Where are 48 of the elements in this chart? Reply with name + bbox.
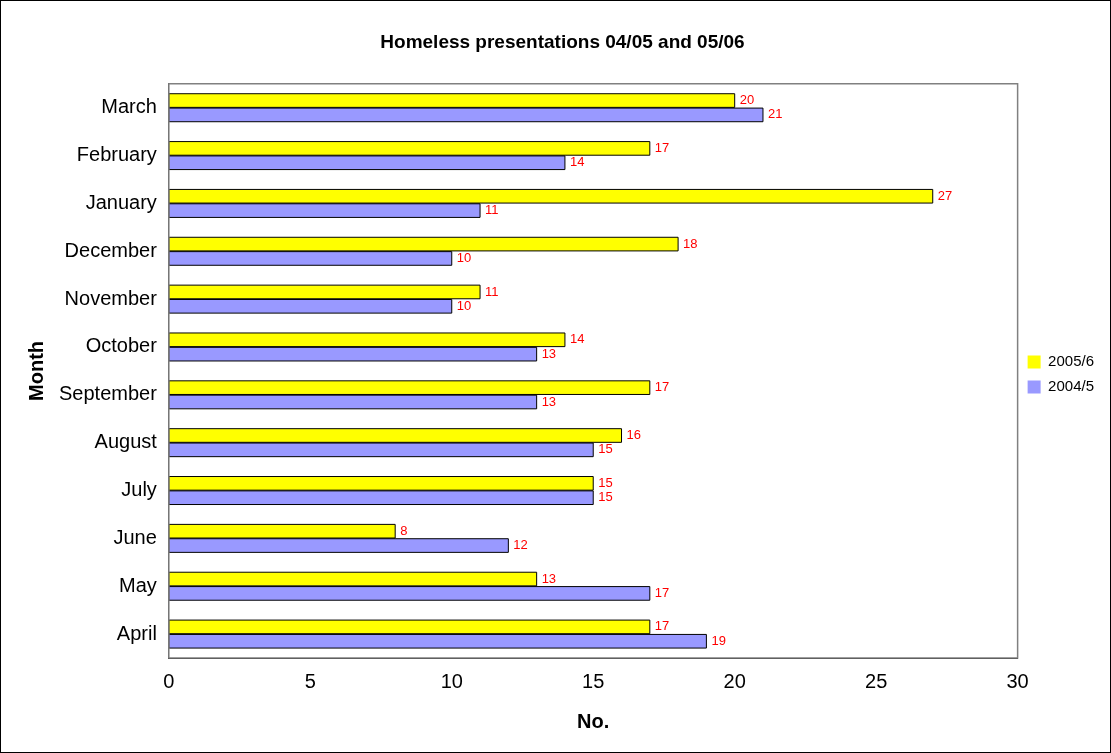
data-label: 10 bbox=[456, 250, 472, 266]
data-label: 16 bbox=[626, 427, 641, 443]
y-tick-label: December bbox=[64, 238, 158, 261]
y-axis-title: Month bbox=[24, 340, 47, 401]
y-tick-label: October bbox=[85, 334, 158, 357]
data-label: 19 bbox=[711, 632, 726, 648]
y-tick-label: May bbox=[119, 573, 157, 596]
y-tick-label: March bbox=[101, 95, 157, 118]
data-label: 18 bbox=[683, 235, 698, 251]
data-label: 20 bbox=[739, 92, 755, 108]
y-tick-label: January bbox=[85, 190, 157, 213]
x-tick-label: 10 bbox=[440, 669, 463, 692]
data-label: 10 bbox=[456, 297, 472, 313]
x-tick-label: 20 bbox=[723, 669, 746, 692]
data-label: 27 bbox=[937, 187, 953, 203]
data-label: 17 bbox=[654, 584, 670, 600]
legend-label: 2005/6 bbox=[1048, 352, 1095, 370]
data-label: 13 bbox=[541, 570, 557, 586]
y-tick-label: August bbox=[94, 430, 158, 453]
y-tick-label: June bbox=[113, 525, 157, 548]
data-label: 11 bbox=[485, 202, 499, 218]
data-label: 8 bbox=[400, 522, 408, 538]
x-tick-label: 5 bbox=[304, 669, 316, 692]
data-label: 13 bbox=[541, 345, 557, 361]
chart-title: Homeless presentations 04/05 and 05/06 bbox=[380, 30, 745, 52]
data-label: 11 bbox=[485, 283, 499, 299]
x-tick-label: 25 bbox=[865, 669, 888, 692]
data-label: 15 bbox=[598, 474, 613, 490]
data-label: 21 bbox=[767, 106, 783, 122]
x-axis-title: No. bbox=[577, 709, 610, 732]
data-label: 15 bbox=[598, 441, 613, 457]
x-tick-label: 30 bbox=[1006, 669, 1029, 692]
data-label: 17 bbox=[654, 618, 670, 634]
y-tick-label: September bbox=[58, 382, 158, 405]
data-label: 14 bbox=[569, 331, 585, 347]
data-label: 13 bbox=[541, 393, 557, 409]
y-tick-label: November bbox=[64, 286, 158, 309]
data-label: 17 bbox=[654, 139, 670, 155]
data-label: 15 bbox=[598, 489, 613, 505]
y-tick-label: July bbox=[121, 478, 157, 501]
legend-label: 2004/5 bbox=[1048, 377, 1095, 395]
y-tick-label: February bbox=[76, 143, 157, 166]
y-tick-label: April bbox=[116, 621, 157, 644]
data-label: 14 bbox=[569, 154, 585, 170]
x-tick-label: 15 bbox=[582, 669, 605, 692]
data-label: 12 bbox=[513, 537, 528, 553]
x-tick-label: 0 bbox=[163, 669, 175, 692]
data-label: 17 bbox=[654, 379, 670, 395]
